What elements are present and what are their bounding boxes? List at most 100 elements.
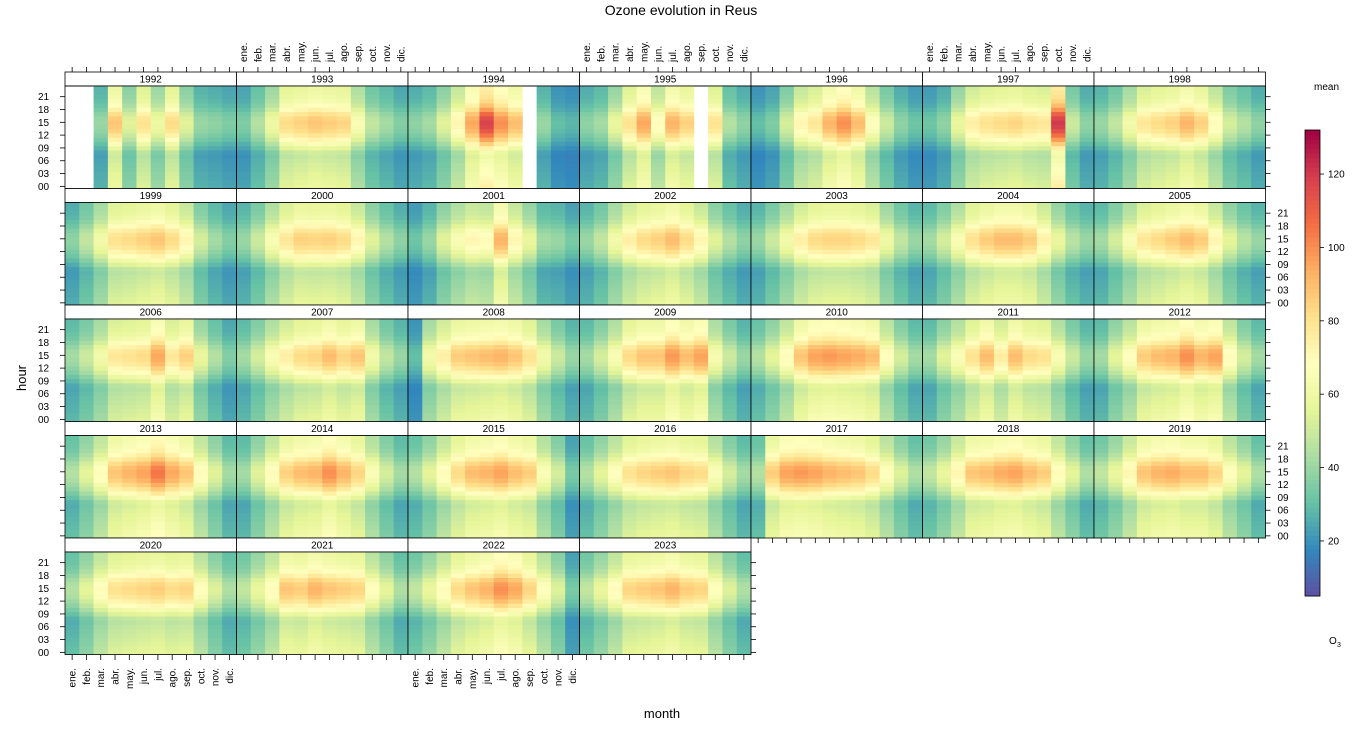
cell — [622, 300, 638, 306]
cell — [79, 236, 94, 242]
cell — [307, 111, 323, 117]
panel-1998: 1998 — [1093, 71, 1266, 189]
cell — [951, 162, 966, 168]
cell — [508, 378, 523, 384]
cell — [307, 158, 323, 164]
cell — [122, 300, 137, 306]
cell — [393, 258, 409, 263]
cell — [279, 137, 295, 142]
cell — [908, 179, 923, 185]
cell — [708, 141, 723, 147]
cell — [122, 223, 137, 229]
cell — [1251, 150, 1266, 155]
cell — [1151, 232, 1166, 238]
cell — [465, 107, 480, 113]
cell — [107, 215, 123, 220]
cell — [650, 103, 666, 108]
cell — [636, 258, 652, 263]
cell — [122, 219, 137, 225]
cell — [136, 336, 152, 341]
cell — [450, 296, 466, 302]
cell — [708, 266, 723, 272]
cell — [307, 331, 323, 337]
cell — [1151, 137, 1166, 142]
cell — [450, 270, 466, 276]
cell — [107, 400, 123, 405]
cell — [650, 179, 666, 185]
cell — [508, 300, 523, 306]
cell — [150, 357, 166, 363]
cell — [993, 145, 1009, 151]
cell — [422, 103, 437, 108]
cell — [808, 279, 823, 285]
cell — [522, 223, 538, 229]
cell — [179, 365, 195, 371]
cell — [1122, 211, 1138, 216]
cell — [1165, 90, 1181, 95]
cell — [550, 232, 566, 238]
cell — [1008, 223, 1023, 229]
cell — [1065, 215, 1081, 220]
cell — [322, 162, 337, 168]
cell — [1036, 236, 1052, 242]
cell — [665, 154, 680, 159]
cell — [951, 232, 966, 238]
cell — [565, 340, 580, 346]
cell — [822, 132, 838, 138]
cell — [1008, 232, 1023, 238]
cell — [522, 412, 538, 418]
cell — [722, 253, 738, 259]
cell — [1208, 283, 1224, 289]
cell — [222, 167, 237, 172]
cell — [336, 275, 352, 280]
cell — [936, 249, 952, 255]
cell — [393, 287, 409, 293]
cell — [222, 211, 237, 216]
cell — [636, 236, 652, 242]
cell — [608, 323, 623, 328]
cell — [122, 253, 137, 259]
cell — [307, 417, 323, 422]
cell — [493, 90, 509, 95]
cell — [107, 279, 123, 285]
cell — [93, 90, 109, 95]
cell — [436, 175, 452, 181]
cell — [307, 141, 323, 147]
cell — [636, 128, 652, 134]
cell — [65, 340, 80, 346]
cell — [679, 206, 695, 212]
cell — [936, 287, 952, 293]
cell — [422, 98, 437, 104]
cell — [879, 103, 895, 108]
cell — [265, 404, 280, 410]
cell — [522, 283, 538, 289]
cell — [136, 232, 152, 238]
cell — [851, 90, 866, 95]
cell — [765, 211, 780, 216]
cell — [579, 296, 595, 302]
cell — [265, 228, 280, 233]
cell — [693, 253, 709, 259]
cell — [508, 327, 523, 333]
cell — [322, 258, 337, 263]
cell — [307, 202, 323, 208]
cell — [593, 344, 609, 350]
cell — [1236, 219, 1252, 225]
cell — [622, 270, 638, 276]
cell — [808, 128, 823, 134]
cell — [622, 236, 638, 242]
cell — [1022, 171, 1038, 177]
cell — [393, 400, 409, 405]
cell — [1222, 184, 1238, 189]
cell — [93, 103, 109, 108]
cell — [93, 145, 109, 151]
cell — [122, 232, 137, 238]
cell — [793, 300, 809, 306]
cell — [408, 206, 423, 212]
cell — [622, 128, 638, 134]
cell — [422, 408, 437, 414]
cell — [679, 171, 695, 177]
cell — [593, 258, 609, 263]
cell — [708, 232, 723, 238]
cell — [408, 98, 423, 104]
